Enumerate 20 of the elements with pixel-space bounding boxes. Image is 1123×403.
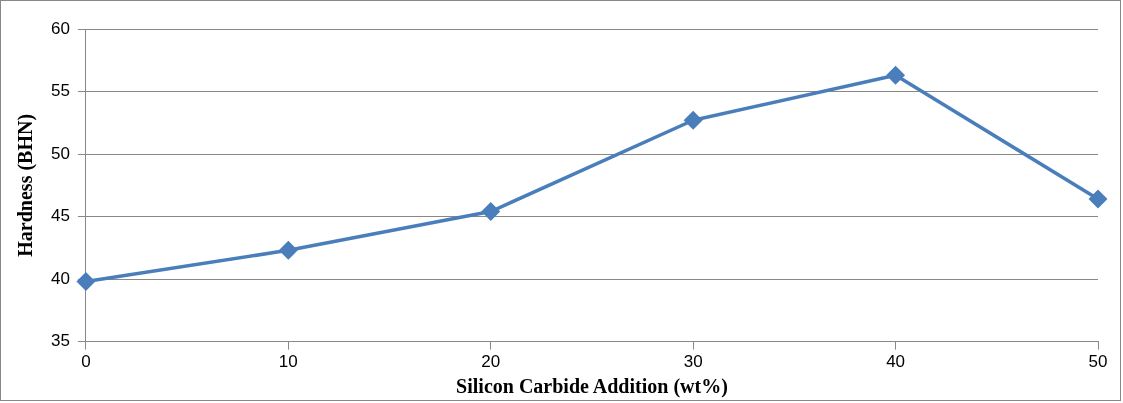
y-tick-label: 55	[50, 81, 70, 101]
point	[1089, 190, 1107, 208]
y-axis-title: Hardness (BHN)	[14, 113, 38, 257]
x-tick-label: 10	[278, 352, 298, 372]
point	[482, 202, 500, 221]
x-tick-label: 0	[81, 352, 91, 372]
x-tick-label: 20	[481, 352, 501, 372]
point	[77, 272, 95, 291]
y-tick-label: 40	[50, 268, 70, 288]
point	[279, 241, 298, 260]
y-tick-label: 50	[50, 143, 70, 163]
x-tick-label: 40	[886, 352, 906, 372]
point	[684, 111, 702, 130]
x-tick-label: 30	[683, 352, 703, 372]
x-tick-label: 50	[1088, 352, 1108, 372]
y-tick-label: 35	[50, 331, 70, 351]
point	[886, 66, 905, 85]
y-tick-label: 60	[50, 18, 70, 38]
x-axis-title: Silicon Carbide Addition (wt%)	[456, 375, 728, 399]
y-tick-label: 45	[50, 206, 70, 226]
